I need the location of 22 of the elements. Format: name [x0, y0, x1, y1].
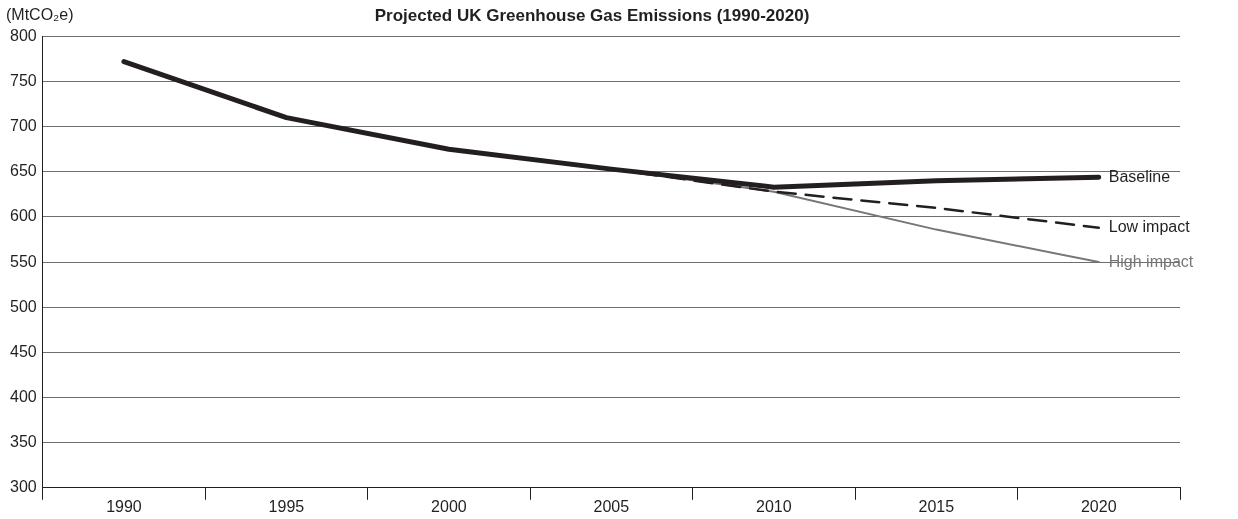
- y-tick-label: 300: [9, 478, 37, 496]
- y-tick-label: 550: [9, 252, 37, 270]
- chart-title: Projected UK Greenhouse Gas Emissions (1990-2020): [374, 5, 810, 25]
- y-tick-label: 650: [9, 162, 37, 180]
- series-label: Baseline: [1108, 167, 1171, 185]
- y-tick-label: 700: [9, 117, 37, 135]
- series-label: Low impact: [1108, 218, 1191, 236]
- x-tick-label: 1995: [268, 497, 305, 515]
- y-axis-title: (MtCO₂e): [6, 6, 74, 24]
- y-tick-label: 600: [9, 207, 37, 225]
- x-tick-label: 2005: [593, 497, 630, 515]
- x-tick-label: 2000: [431, 497, 467, 515]
- y-tick-label: 450: [9, 342, 37, 360]
- x-tick-label: 1990: [106, 497, 142, 515]
- x-tick-label: 2020: [1080, 497, 1117, 515]
- y-tick-label: 800: [9, 26, 37, 44]
- x-tick-label: 2015: [918, 497, 955, 515]
- x-tick-label: 2010: [756, 497, 792, 515]
- y-tick-label: 500: [9, 297, 37, 315]
- y-tick-label: 400: [9, 387, 37, 405]
- y-tick-label: 350: [9, 433, 37, 451]
- y-tick-label: 750: [9, 71, 37, 89]
